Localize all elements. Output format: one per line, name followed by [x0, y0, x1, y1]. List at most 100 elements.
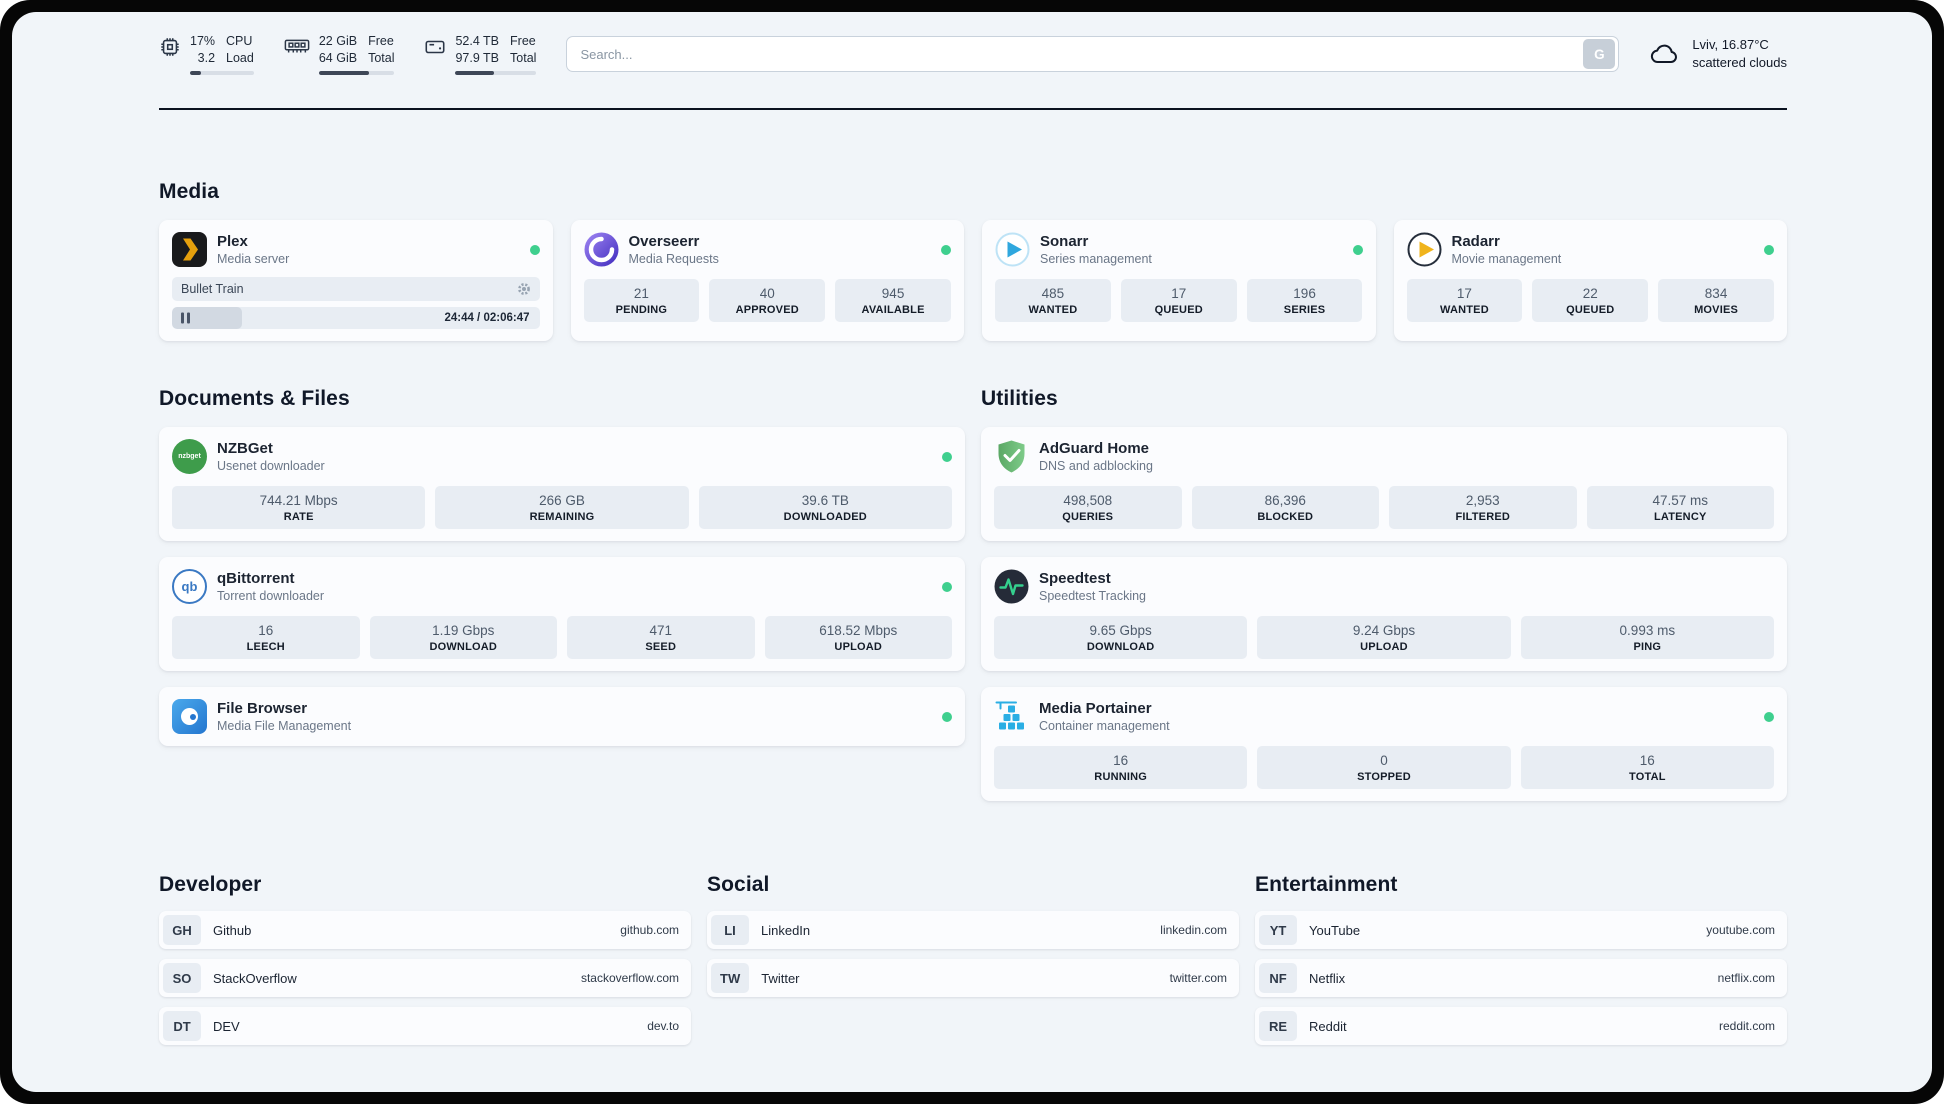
bookmark-name: YouTube: [1309, 922, 1361, 938]
disk-total: 97.9 TB: [455, 50, 500, 65]
portainer-icon: [994, 699, 1029, 734]
status-dot: [1764, 711, 1774, 722]
app-description: Speedtest Tracking: [1039, 589, 1147, 603]
stat-filtered: 2,953 FILTERED: [1389, 486, 1577, 529]
bookmark-url: stackoverflow.com: [580, 971, 679, 985]
dashboard-page: 17% 3.2 CPU Load: [12, 12, 1932, 1092]
section-documents: Documents & Files nzbget NZBGet Usenet d…: [159, 387, 965, 746]
weather-condition: scattered clouds: [1692, 55, 1787, 70]
bookmark-name: DEV: [213, 1018, 240, 1034]
ram-usage-bar: [318, 71, 395, 75]
weather-widget: Lviv, 16.87°C scattered clouds: [1649, 36, 1787, 72]
cpu-percent: 17%: [190, 34, 216, 48]
bookmark-url: dev.to: [647, 1019, 679, 1033]
app-name: NZBGet: [217, 440, 273, 457]
stat-blocked: 86,396 BLOCKED: [1191, 486, 1379, 529]
app-card-speedtest[interactable]: Speedtest Speedtest Tracking 9.65 Gbps D…: [981, 557, 1787, 671]
section-title-entertainment: Entertainment: [1255, 873, 1398, 896]
status-dot: [1352, 244, 1363, 255]
stat-ping: 0.993 ms PING: [1520, 616, 1774, 659]
disk-usage-bar: [455, 71, 537, 75]
disk-label-bottom: Total: [510, 50, 537, 65]
bookmark-group-entertainment: Entertainment YT YouTube youtube.com NF …: [1255, 873, 1787, 1045]
cpu-icon: [161, 38, 179, 56]
stat-running: 16 RUNNING: [994, 746, 1248, 789]
ram-icon: [284, 39, 310, 53]
section-title-utilities: Utilities: [981, 387, 1058, 410]
adguard-icon: [994, 439, 1029, 474]
ram-free: 22 GiB: [318, 34, 358, 48]
stat-latency: 47.57 ms LATENCY: [1586, 486, 1774, 529]
app-card-overseerr[interactable]: Overseerr Media Requests 21 PENDING 40 A…: [570, 220, 964, 341]
section-title-media: Media: [159, 180, 220, 203]
app-card-sonarr[interactable]: Sonarr Series management 485 WANTED 17 Q…: [982, 220, 1376, 341]
sonarr-icon: [995, 232, 1030, 267]
bookmark-abbr: GH: [163, 915, 201, 945]
stat-pending: 21 PENDING: [583, 279, 700, 322]
app-name: qBittorrent: [217, 570, 295, 587]
cpu-usage-fill: [190, 71, 201, 75]
bookmark-url: youtube.com: [1706, 923, 1775, 937]
disk-label-top: Free: [510, 34, 536, 48]
bookmark-youtube[interactable]: YT YouTube youtube.com: [1255, 911, 1787, 949]
bookmark-netflix[interactable]: NF Netflix netflix.com: [1255, 959, 1787, 997]
now-playing-title: Bullet Train: [181, 282, 244, 296]
app-name: Overseerr: [628, 233, 700, 250]
bookmark-group-developer: Developer GH Github github.com SO StackO…: [159, 873, 691, 1045]
bookmark-abbr: TW: [711, 963, 750, 993]
stat-approved: 40 APPROVED: [709, 279, 826, 322]
bookmark-twitter[interactable]: TW Twitter twitter.com: [707, 959, 1239, 997]
playback-progress-bar[interactable]: 24:44 / 02:06:47: [172, 307, 540, 329]
app-description: Torrent downloader: [217, 589, 325, 603]
app-card-nzbget[interactable]: nzbget NZBGet Usenet downloader 744.21 M…: [159, 427, 965, 541]
section-utilities: Utilities AdGuard Home DNS and adblockin…: [981, 387, 1787, 801]
cpu-label-top: CPU: [226, 34, 253, 48]
stat-rate: 744.21 Mbps RATE: [172, 486, 426, 529]
bookmark-dev[interactable]: DT DEV dev.to: [159, 1007, 691, 1045]
bookmark-reddit[interactable]: RE Reddit reddit.com: [1255, 1007, 1787, 1045]
bookmark-name: Netflix: [1309, 970, 1346, 986]
app-description: Container management: [1039, 719, 1170, 733]
app-name: AdGuard Home: [1039, 440, 1150, 457]
stat-seed: 471 SEED: [567, 616, 755, 659]
app-card-filebrowser[interactable]: File Browser Media File Management: [159, 687, 965, 746]
status-dot: [1764, 244, 1774, 255]
ram-label-bottom: Total: [368, 50, 395, 65]
bookmark-github[interactable]: GH Github github.com: [159, 911, 691, 949]
bookmark-url: netflix.com: [1717, 971, 1775, 985]
disk-icon: [425, 40, 445, 54]
search-bar: G: [566, 36, 1620, 72]
ram-label-top: Free: [368, 34, 394, 48]
status-dot: [942, 581, 952, 592]
pause-icon[interactable]: [181, 312, 190, 324]
status-dot: [942, 711, 952, 722]
section-title-documents: Documents & Files: [159, 387, 350, 410]
bookmark-abbr: LI: [711, 915, 749, 945]
ram-usage-fill: [318, 71, 369, 75]
header-divider: [159, 108, 1787, 110]
now-playing-row: Bullet Train: [172, 277, 540, 301]
cpu-label-bottom: Load: [226, 50, 254, 65]
disk-usage-fill: [455, 71, 494, 75]
app-card-plex[interactable]: Plex Media server Bullet Train 24:44 / 0: [159, 220, 553, 341]
gear-icon[interactable]: [517, 282, 531, 296]
section-media: Media Plex Media server Bullet Train: [159, 180, 1787, 341]
stat-upload: 9.24 Gbps UPLOAD: [1257, 616, 1511, 659]
bookmark-name: Twitter: [761, 970, 800, 986]
bookmark-abbr: RE: [1259, 1011, 1297, 1041]
app-card-radarr[interactable]: Radarr Movie management 17 WANTED 22 QUE…: [1393, 220, 1787, 341]
bookmark-stackoverflow[interactable]: SO StackOverflow stackoverflow.com: [159, 959, 691, 997]
stat-queued: 17 QUEUED: [1120, 279, 1237, 322]
bookmark-linkedin[interactable]: LI LinkedIn linkedin.com: [707, 911, 1239, 949]
app-card-adguard[interactable]: AdGuard Home DNS and adblocking 498,508 …: [981, 427, 1787, 541]
search-input[interactable]: [567, 46, 1584, 62]
search-engine-button[interactable]: G: [1583, 39, 1616, 69]
app-card-qbittorrent[interactable]: qb qBittorrent Torrent downloader 16 LEE…: [159, 557, 965, 671]
cpu-widget: 17% 3.2 CPU Load: [159, 33, 254, 75]
app-card-portainer[interactable]: Media Portainer Container management 16 …: [981, 687, 1787, 801]
bookmark-url: reddit.com: [1718, 1019, 1775, 1033]
media-card-grid: Plex Media server Bullet Train 24:44 / 0: [159, 220, 1787, 341]
bookmark-name: LinkedIn: [761, 922, 811, 938]
app-name: Plex: [217, 233, 248, 250]
stat-total: 16 TOTAL: [1520, 746, 1774, 789]
